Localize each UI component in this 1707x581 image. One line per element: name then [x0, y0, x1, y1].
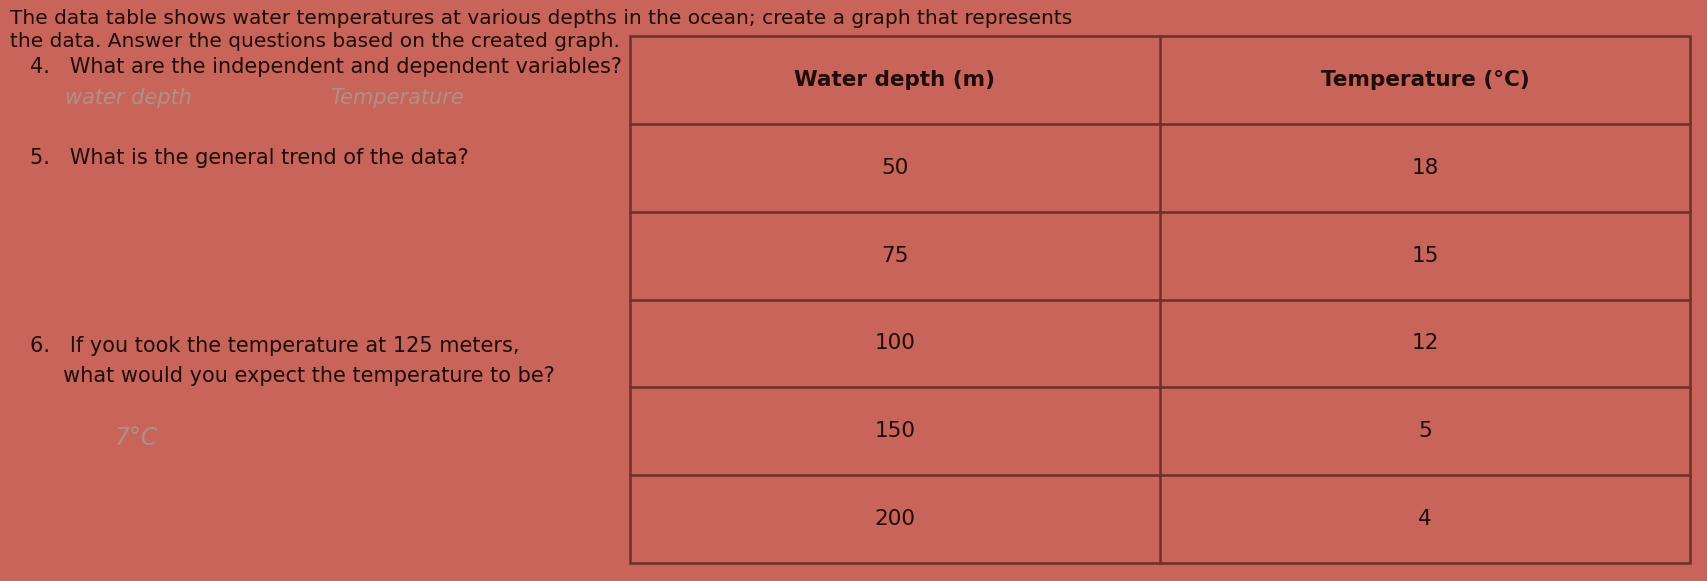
Text: 4.   What are the independent and dependent variables?: 4. What are the independent and dependen… — [31, 57, 621, 77]
Text: The data table shows water temperatures at various depths in the ocean; create a: The data table shows water temperatures … — [10, 9, 1072, 28]
Text: 150: 150 — [874, 421, 915, 441]
Text: Water depth (m): Water depth (m) — [794, 70, 995, 90]
Text: 5.   What is the general trend of the data?: 5. What is the general trend of the data… — [31, 148, 469, 168]
Text: what would you expect the temperature to be?: what would you expect the temperature to… — [31, 366, 555, 386]
Text: 6.   If you took the temperature at 125 meters,: 6. If you took the temperature at 125 me… — [31, 336, 519, 356]
Text: Temperature: Temperature — [329, 88, 464, 108]
Text: 7°C: 7°C — [114, 426, 159, 450]
Text: the data. Answer the questions based on the created graph.: the data. Answer the questions based on … — [10, 32, 620, 51]
Text: 15: 15 — [1412, 246, 1439, 266]
Text: Temperature (°C): Temperature (°C) — [1321, 70, 1529, 90]
Text: 4: 4 — [1419, 509, 1432, 529]
Bar — [630, 36, 1690, 563]
Text: 12: 12 — [1412, 333, 1439, 353]
Text: 50: 50 — [881, 158, 908, 178]
Text: water depth: water depth — [65, 88, 191, 108]
Text: 5: 5 — [1419, 421, 1432, 441]
Text: 18: 18 — [1412, 158, 1439, 178]
Text: 200: 200 — [874, 509, 915, 529]
Text: 100: 100 — [874, 333, 915, 353]
Text: 75: 75 — [881, 246, 908, 266]
